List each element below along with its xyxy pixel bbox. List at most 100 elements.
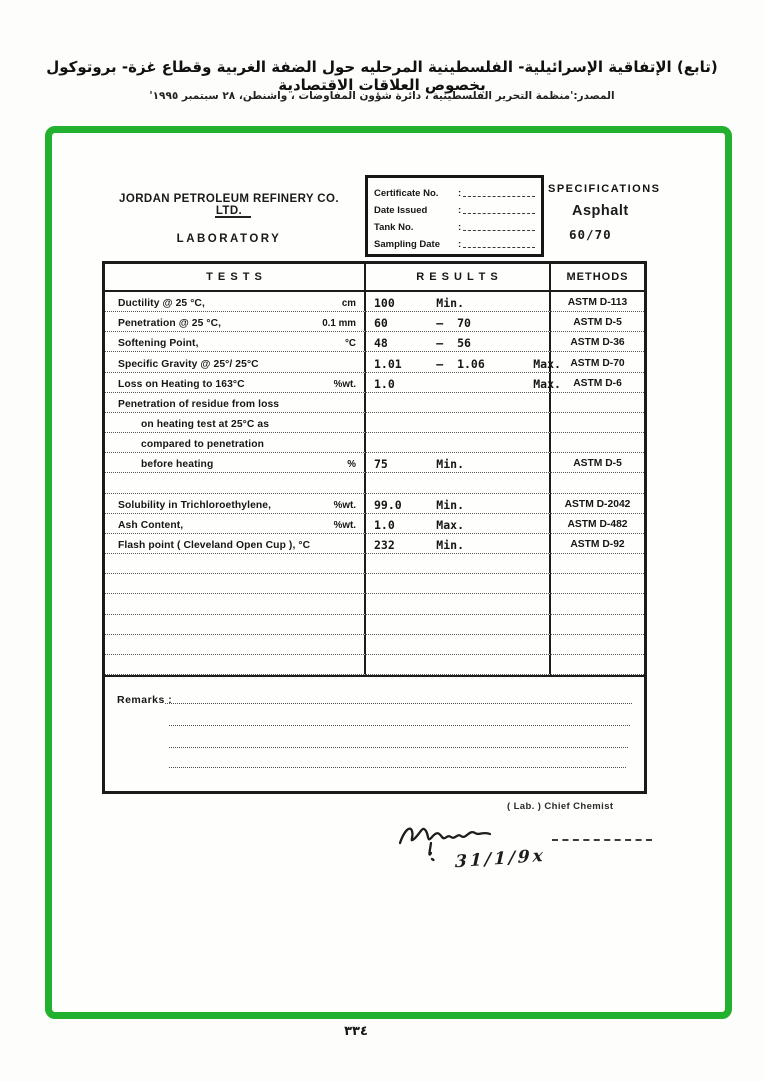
- table-header-row: T E S T S R E S U L T S METHODS: [105, 264, 644, 292]
- page-number: ٣٣٤: [344, 1024, 368, 1039]
- result-value: 232 Min.: [374, 538, 465, 553]
- result-cell: 75 Min.: [366, 453, 551, 474]
- lab-results-table: T E S T S R E S U L T S METHODS Ductilit…: [102, 261, 647, 794]
- product-grade: 60/70: [569, 227, 612, 242]
- result-cell: [366, 412, 551, 434]
- method-cell: [551, 554, 644, 575]
- test-label: Flash point ( Cleveland Open Cup ), °C: [118, 540, 311, 552]
- method-cell: [551, 635, 644, 655]
- table-row: Ash Content, %wt. 1.0 Max. ASTM D-482: [105, 513, 644, 534]
- result-cell: [366, 654, 551, 675]
- test-unit: %wt.: [333, 519, 356, 531]
- table-row: on heating test at 25°C as: [105, 412, 644, 434]
- certificate-field-blank: [463, 230, 535, 231]
- test-unit: %wt.: [333, 378, 356, 390]
- method-cell: [551, 594, 644, 615]
- company-name: JORDAN PETROLEUM REFINERY CO. LTD.: [119, 193, 339, 217]
- result-cell: 1.0 Max.: [366, 513, 551, 534]
- result-cell: [366, 574, 551, 595]
- test-label: Ductility @ 25 °C,: [118, 298, 205, 310]
- arabic-source-line: المصدر:'منظمة التحرير الفلسطينية ، دائرة…: [149, 90, 615, 102]
- test-label: Softening Point,: [118, 338, 199, 350]
- test-label: compared to penetration: [141, 439, 265, 451]
- table-row: before heating% 75 Min. ASTM D-5: [105, 453, 644, 474]
- method-value: ASTM D-482: [567, 518, 628, 530]
- method-value: ASTM D-2042: [564, 498, 631, 510]
- certificate-field-blank: [463, 213, 535, 214]
- method-cell: ASTM D-70: [551, 352, 644, 373]
- method-cell: [551, 615, 644, 635]
- table-row: Softening Point, °C 48 – 56 ASTM D-36: [105, 332, 644, 353]
- test-cell: Ash Content, %wt.: [105, 513, 366, 534]
- test-label: on heating test at 25°C as: [141, 419, 270, 431]
- methods-header: METHODS: [566, 271, 629, 283]
- test-unit: 0.1 mm: [322, 318, 356, 330]
- results-header: R E S U L T S: [366, 264, 551, 290]
- company-underline: [215, 216, 251, 218]
- test-label: Ash Content,: [118, 519, 184, 531]
- table-row: [105, 634, 644, 655]
- method-cell: ASTM D-113: [551, 292, 644, 313]
- certificate-field-label: Sampling Date: [374, 239, 440, 250]
- certificate-field-blank: [463, 196, 535, 197]
- method-value: ASTM D-70: [570, 357, 625, 369]
- test-label: Specific Gravity @ 25°/ 25°C: [118, 358, 259, 370]
- result-value: 60 – 70: [374, 316, 471, 331]
- test-cell: Penetration of residue from loss: [105, 392, 366, 413]
- laboratory-label: LABORATORY: [176, 233, 282, 245]
- remarks-line: [169, 725, 630, 726]
- test-cell: Specific Gravity @ 25°/ 25°C: [105, 352, 366, 373]
- green-frame: JORDAN PETROLEUM REFINERY CO. LTD. LABOR…: [45, 126, 732, 1019]
- result-cell: [366, 594, 551, 615]
- result-value: 1.0 Max.: [374, 376, 561, 391]
- test-label: before heating: [141, 459, 214, 471]
- certificate-field-label: Date Issued: [374, 205, 428, 216]
- certificate-field-colon: :: [458, 239, 462, 250]
- result-cell: 99.0 Min.: [366, 493, 551, 514]
- result-value: 1.01 – 1.06 Max.: [374, 356, 561, 371]
- method-value: ASTM D-6: [573, 377, 622, 389]
- method-cell: [551, 433, 644, 454]
- certificate-field-colon: :: [458, 222, 462, 233]
- result-value: 75 Min.: [374, 457, 465, 472]
- method-cell: ASTM D-2042: [551, 494, 644, 514]
- method-cell: ASTM D-6: [551, 373, 644, 393]
- table-row: [105, 473, 644, 494]
- table-row: compared to penetration: [105, 433, 644, 454]
- result-value: 100 Min.: [374, 296, 465, 311]
- method-value: ASTM D-113: [567, 297, 628, 309]
- result-value: 1.0 Max.: [374, 517, 465, 532]
- test-cell: [105, 554, 366, 575]
- certificate-field: Certificate No.:: [374, 183, 535, 199]
- test-label: Loss on Heating to 163°C: [118, 378, 245, 390]
- table-row: [105, 594, 644, 615]
- test-label: Penetration of residue from loss: [118, 398, 280, 410]
- certificate-field-colon: :: [458, 205, 462, 216]
- test-cell: [105, 594, 366, 615]
- certificate-field-colon: :: [458, 188, 462, 199]
- result-cell: 232 Min.: [366, 533, 551, 555]
- product-name: Asphalt: [572, 203, 629, 219]
- table-row: Solubility in Trichloroethylene, %wt. 99.0…: [105, 493, 644, 514]
- test-unit: °C: [345, 338, 356, 350]
- test-label: Penetration @ 25 °C,: [118, 318, 222, 330]
- certificate-field-label: Tank No.: [374, 222, 414, 233]
- test-cell: Solubility in Trichloroethylene, %wt.: [105, 493, 366, 514]
- method-cell: [551, 473, 644, 494]
- test-cell: [105, 634, 366, 655]
- method-cell: ASTM D-482: [551, 514, 644, 534]
- test-cell: [105, 574, 366, 595]
- method-value: ASTM D-92: [570, 539, 625, 551]
- method-cell: ASTM D-5: [551, 453, 644, 474]
- test-cell: [105, 473, 366, 494]
- remarks-label: Remarks :: [117, 694, 173, 706]
- method-value: ASTM D-5: [573, 458, 622, 470]
- test-cell: Loss on Heating to 163°C %wt.: [105, 372, 366, 393]
- result-cell: 100 Min.: [366, 292, 551, 313]
- test-cell: Penetration @ 25 °C, 0.1 mm: [105, 312, 366, 333]
- test-label: Solubility in Trichloroethylene,: [118, 499, 272, 511]
- result-cell: [366, 433, 551, 454]
- test-unit: %: [347, 459, 356, 471]
- method-cell: [551, 393, 644, 413]
